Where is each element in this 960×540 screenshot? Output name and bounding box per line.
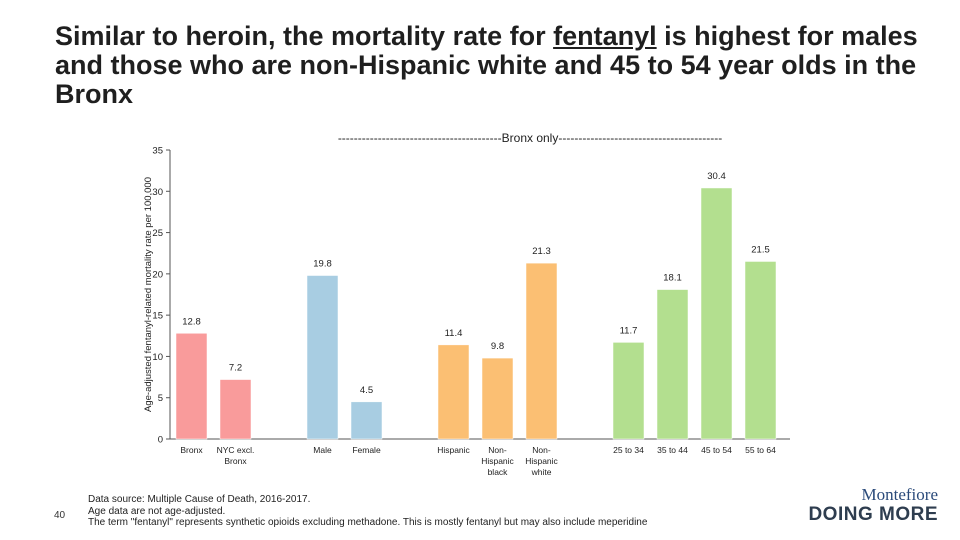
x-tick-label: Female	[352, 445, 381, 455]
bar	[612, 342, 645, 440]
x-tick-label: Bronx	[224, 456, 247, 466]
data-label: 18.1	[663, 273, 682, 284]
data-label: 19.8	[313, 259, 332, 270]
x-tick-label: Bronx	[180, 445, 203, 455]
y-tick-label: 20	[152, 269, 163, 280]
data-label: 30.4	[707, 171, 726, 182]
footnote-age: Age data are not age-adjusted.	[88, 505, 226, 517]
x-tick-label: Hispanic	[525, 456, 558, 466]
bar	[656, 289, 689, 440]
logo-tagline: DOING MORE	[808, 504, 938, 525]
data-label: 21.3	[532, 246, 551, 257]
bar	[437, 344, 470, 440]
y-tick-label: 25	[152, 228, 163, 239]
bar	[175, 333, 208, 440]
page-number: 40	[54, 510, 66, 521]
x-tick-label: NYC excl.	[217, 445, 255, 455]
y-tick-label: 10	[152, 352, 163, 363]
bar	[744, 261, 777, 440]
data-label: 7.2	[229, 363, 242, 374]
footnote-source: Data source: Multiple Cause of Death, 20…	[88, 494, 311, 505]
footnote-definition: The term "fentanyl" represents synthetic…	[88, 517, 648, 528]
data-label: 12.8	[182, 316, 201, 327]
data-label: 11.4	[445, 328, 463, 339]
data-label: 11.7	[620, 325, 638, 336]
x-tick-label: 25 to 34	[613, 445, 644, 455]
y-tick-label: 30	[152, 187, 163, 198]
x-tick-label: Hispanic	[481, 456, 514, 466]
title-underlined-word: fentanyl	[553, 21, 657, 51]
x-tick-label: Male	[313, 445, 332, 455]
bar	[525, 262, 558, 440]
chart-subtitle: ----------------------------------------…	[338, 131, 722, 145]
y-tick-label: 5	[158, 393, 163, 404]
x-tick-label: 45 to 54	[701, 445, 732, 455]
footnotes: Data source: Multiple Cause of Death, 20…	[88, 494, 788, 529]
data-label: 21.5	[751, 244, 770, 255]
x-tick-label: 35 to 44	[657, 445, 688, 455]
y-axis-label: Age-adjusted fentanyl-related mortality …	[143, 177, 154, 412]
title-part-1: Similar to heroin, the mortality rate fo…	[55, 21, 554, 51]
x-tick-label: Hispanic	[437, 445, 470, 455]
title-part-2: is highest for males and those who are n…	[55, 21, 918, 109]
y-tick-label: 0	[158, 435, 163, 446]
bar	[306, 275, 339, 440]
data-label: 9.8	[491, 341, 504, 352]
bar	[700, 187, 733, 440]
data-label: 4.5	[360, 385, 373, 396]
bar	[219, 379, 252, 440]
y-tick-label: 35	[152, 146, 163, 157]
bar	[350, 401, 383, 440]
x-tick-label: 55 to 64	[745, 445, 776, 455]
x-tick-label: Non-	[532, 445, 551, 455]
logo-brand: Montefiore	[861, 485, 938, 504]
x-tick-label: black	[488, 467, 509, 477]
x-tick-label: white	[531, 467, 552, 477]
bar	[481, 357, 514, 440]
montefiore-logo: Montefiore DOING MORE	[800, 486, 950, 526]
x-tick-label: Non-	[488, 445, 507, 455]
y-tick-label: 15	[152, 311, 163, 322]
slide-title: Similar to heroin, the mortality rate fo…	[55, 22, 935, 109]
